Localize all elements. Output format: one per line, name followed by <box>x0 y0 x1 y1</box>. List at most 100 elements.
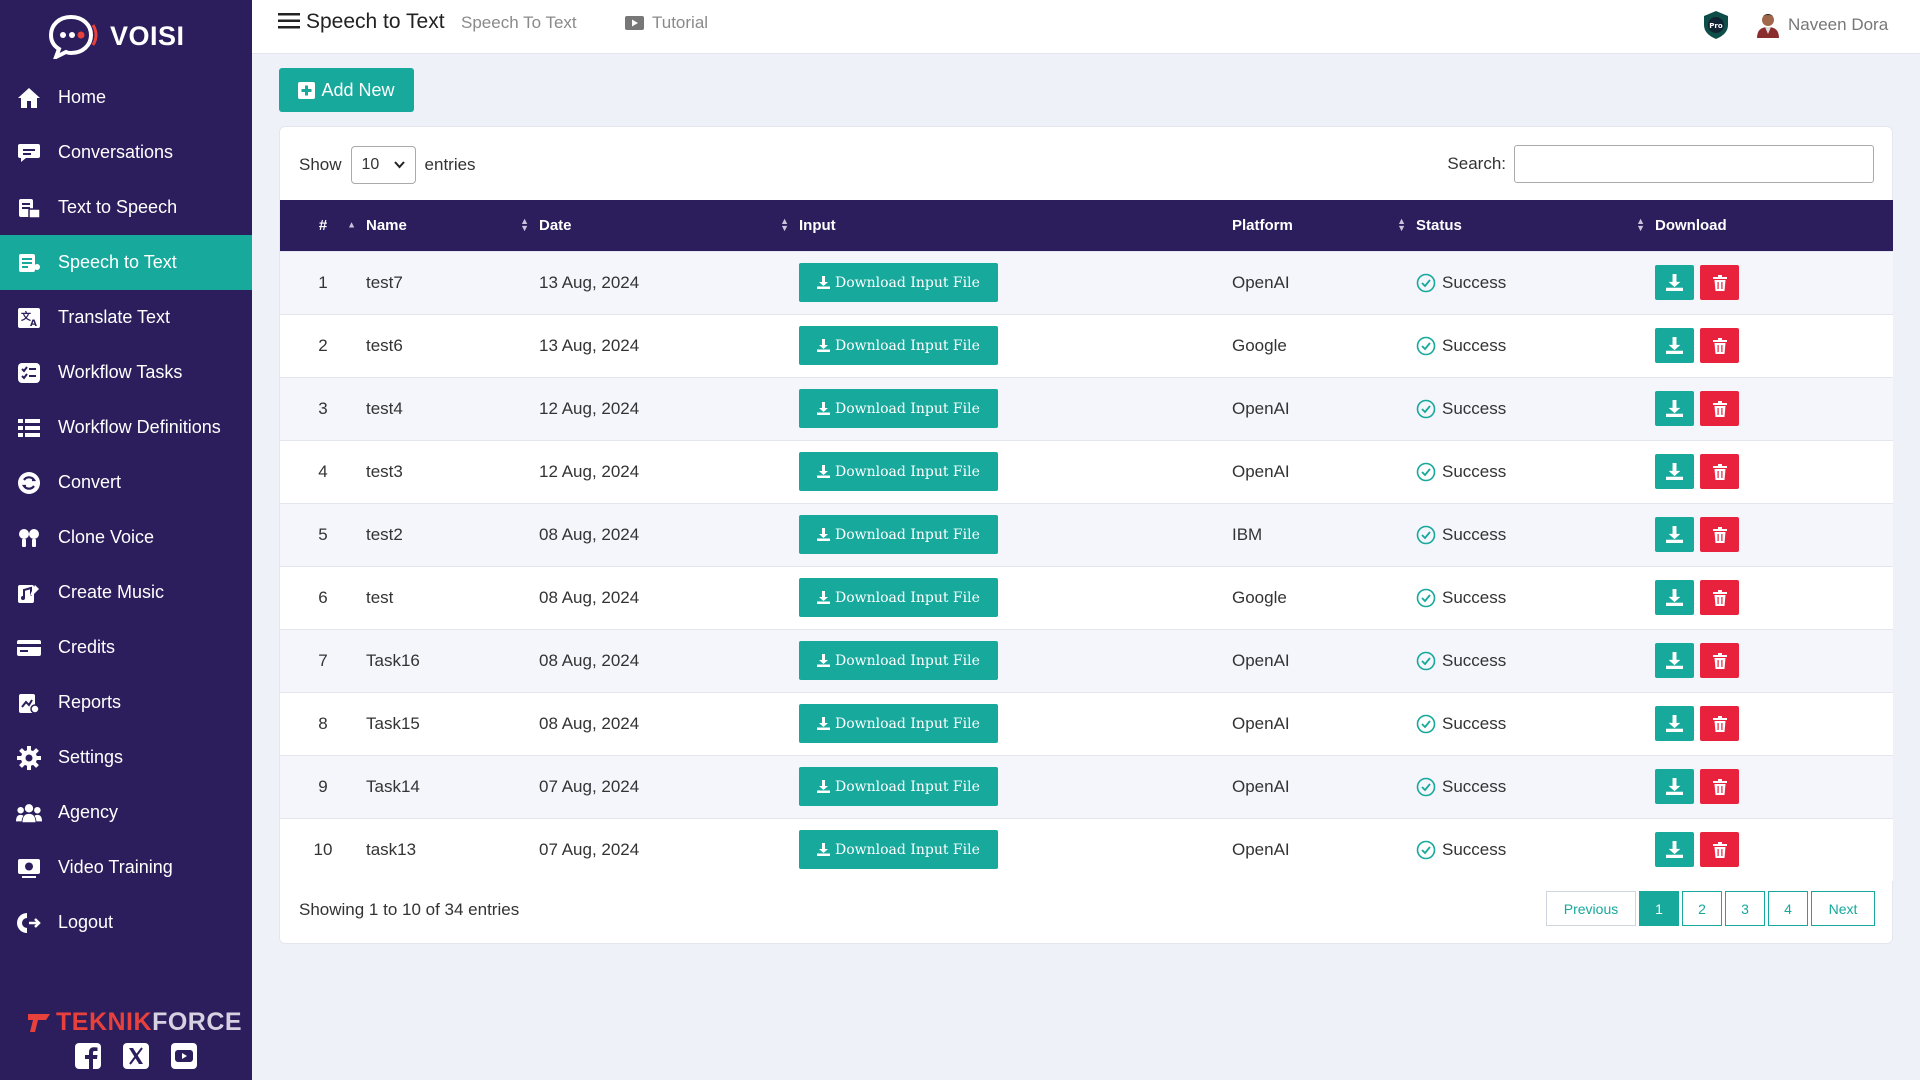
brand-text-teknik: TEKNIK <box>56 1008 153 1036</box>
download-button[interactable] <box>1655 265 1694 300</box>
row-num: 1 <box>318 272 328 292</box>
pagination-previous[interactable]: Previous <box>1546 891 1636 926</box>
sidebar-item-credits[interactable]: Credits <box>0 620 252 675</box>
col-date[interactable]: Date ▲ ▼ <box>539 200 799 251</box>
tutorial-link[interactable]: Tutorial <box>625 13 708 33</box>
row-name: test4 <box>366 398 403 418</box>
download-icon <box>1666 715 1683 732</box>
download-button[interactable] <box>1655 706 1694 741</box>
delete-button[interactable] <box>1700 643 1739 678</box>
entries-select[interactable]: 10 <box>350 146 416 184</box>
download-input-file-label: Download Input File <box>835 526 980 543</box>
download-button[interactable] <box>1655 391 1694 426</box>
col-platform-label: Platform <box>1232 216 1293 234</box>
delete-button[interactable] <box>1700 328 1739 363</box>
voisi-logo-icon <box>48 14 98 59</box>
sidebar-item-video-training[interactable]: Video Training <box>0 840 252 895</box>
row-actions <box>1655 377 1893 440</box>
download-button[interactable] <box>1655 832 1694 868</box>
download-button[interactable] <box>1655 517 1694 552</box>
sidebar-item-workflow-tasks[interactable]: Workflow Tasks <box>0 345 252 400</box>
sidebar-item-agency[interactable]: Agency <box>0 785 252 840</box>
pagination-page-4[interactable]: 4 <box>1768 891 1808 926</box>
download-input-file-button[interactable]: Download Input File <box>799 767 998 806</box>
table-row: 4 test3 12 Aug, 2024 Download Input File Ope… <box>280 440 1893 503</box>
row-input: Download Input File <box>799 818 1232 881</box>
search-input[interactable] <box>1514 145 1874 183</box>
delete-button[interactable] <box>1700 265 1739 300</box>
sort-icon: ▲ ▼ <box>780 216 789 234</box>
delete-button[interactable] <box>1700 769 1739 804</box>
download-input-file-button[interactable]: Download Input File <box>799 452 998 491</box>
row-actions <box>1655 818 1893 881</box>
download-input-file-label: Download Input File <box>835 337 980 354</box>
row-date: 08 Aug, 2024 <box>539 587 640 607</box>
svg-text:Pro: Pro <box>1709 22 1723 30</box>
col-platform[interactable]: Platform ▲ ▼ <box>1232 200 1416 251</box>
sidebar-item-reports[interactable]: Reports <box>0 675 252 730</box>
download-input-file-button[interactable]: Download Input File <box>799 641 998 680</box>
download-input-file-button[interactable]: Download Input File <box>799 830 998 870</box>
app-logo[interactable]: VOISI <box>48 10 185 62</box>
add-new-button[interactable]: Add New <box>279 68 414 112</box>
download-input-file-button[interactable]: Download Input File <box>799 704 998 743</box>
sidebar-nav: Home Conversations Text to Speech Speech… <box>0 70 252 950</box>
youtube-icon[interactable] <box>170 1042 198 1070</box>
sidebar-item-convert[interactable]: Convert <box>0 455 252 510</box>
row-num: 8 <box>318 713 328 733</box>
download-icon <box>817 654 830 667</box>
sidebar-item-settings[interactable]: Settings <box>0 730 252 785</box>
delete-button[interactable] <box>1700 580 1739 615</box>
sidebar-item-label: Workflow Definitions <box>58 417 221 437</box>
row-platform: IBM <box>1232 524 1263 544</box>
sidebar-item-speech-to-text[interactable]: Speech to Text <box>0 235 252 290</box>
download-icon <box>817 276 830 289</box>
pro-badge-icon[interactable]: Pro <box>1701 10 1731 40</box>
sidebar-item-logout[interactable]: Logout <box>0 895 252 950</box>
tasks-icon <box>16 360 42 386</box>
sidebar-item-clone-voice[interactable]: Clone Voice <box>0 510 252 565</box>
delete-button[interactable] <box>1700 517 1739 552</box>
col-name[interactable]: Name ▲ ▼ <box>366 200 539 251</box>
sidebar-item-conversations[interactable]: Conversations <box>0 125 252 180</box>
pagination-page-2[interactable]: 2 <box>1682 891 1722 926</box>
row-input: Download Input File <box>799 566 1232 629</box>
hamburger-menu-icon[interactable] <box>278 12 300 30</box>
pagination-page-1[interactable]: 1 <box>1639 891 1679 926</box>
clone-voice-icon <box>16 525 42 551</box>
download-button[interactable] <box>1655 580 1694 615</box>
pagination-next[interactable]: Next <box>1811 891 1875 926</box>
download-button[interactable] <box>1655 328 1694 363</box>
search-label: Search: <box>1447 154 1506 173</box>
sidebar-item-label: Credits <box>58 637 116 657</box>
download-input-file-button[interactable]: Download Input File <box>799 515 998 554</box>
pagination-page-3[interactable]: 3 <box>1725 891 1765 926</box>
download-input-file-button[interactable]: Download Input File <box>799 263 998 302</box>
delete-button[interactable] <box>1700 391 1739 426</box>
breadcrumb[interactable]: Speech To Text <box>461 13 577 32</box>
row-date: 08 Aug, 2024 <box>539 713 640 733</box>
row-status: Success <box>1416 692 1655 755</box>
sidebar-item-workflow-definitions[interactable]: Workflow Definitions <box>0 400 252 455</box>
download-button[interactable] <box>1655 769 1694 804</box>
status-badge: Success <box>1416 777 1655 797</box>
sidebar-item-create-music[interactable]: Create Music <box>0 565 252 620</box>
sidebar-item-text-to-speech[interactable]: Text to Speech <box>0 180 252 235</box>
delete-button[interactable] <box>1700 454 1739 489</box>
status-label: Success <box>1442 587 1507 607</box>
delete-button[interactable] <box>1700 832 1739 868</box>
sidebar-item-home[interactable]: Home <box>0 70 252 125</box>
download-button[interactable] <box>1655 454 1694 489</box>
download-input-file-button[interactable]: Download Input File <box>799 578 998 617</box>
download-input-file-button[interactable]: Download Input File <box>799 326 998 365</box>
col-num[interactable]: # ▲ <box>280 200 366 251</box>
facebook-icon[interactable] <box>74 1042 102 1070</box>
download-input-file-button[interactable]: Download Input File <box>799 389 998 428</box>
delete-button[interactable] <box>1700 706 1739 741</box>
user-menu[interactable]: Naveen Dora <box>1756 12 1888 38</box>
download-button[interactable] <box>1655 643 1694 678</box>
col-status[interactable]: Status ▲ ▼ <box>1416 200 1655 251</box>
teknikforce-brand: TEKNIKFORCE <box>26 1008 242 1037</box>
x-twitter-icon[interactable] <box>122 1042 150 1070</box>
